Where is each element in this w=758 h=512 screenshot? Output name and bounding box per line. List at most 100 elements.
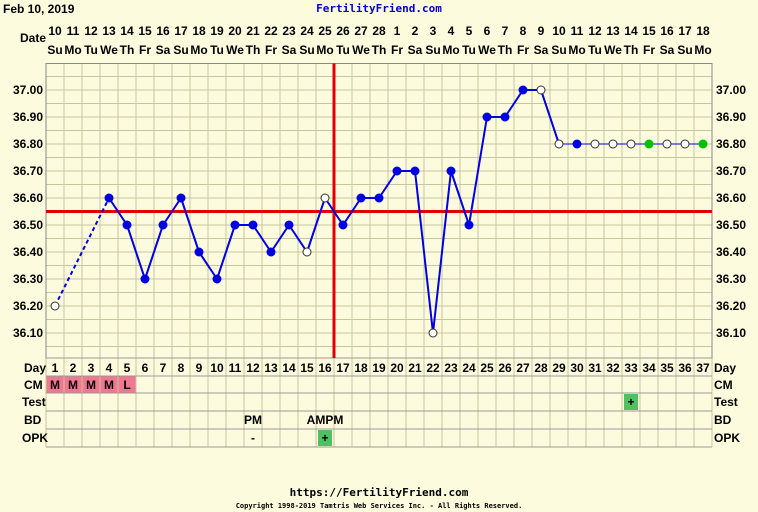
cm-value: L	[123, 378, 130, 392]
y-tick-label-left: 36.80	[13, 137, 43, 151]
weekday-label: Sa	[408, 43, 423, 57]
temp-point	[302, 247, 312, 257]
temp-point	[500, 112, 510, 122]
y-tick-label-right: 36.20	[716, 299, 746, 313]
temp-line	[468, 116, 488, 226]
date-label: 11	[571, 24, 584, 38]
weekday-label: Mo	[568, 43, 585, 57]
date-label: 12	[84, 24, 98, 38]
date-label: 10	[48, 24, 62, 38]
cycle-day-label: 23	[444, 361, 458, 375]
y-tick-label-left: 36.10	[13, 326, 43, 340]
temp-point	[104, 193, 114, 203]
date-label: 28	[372, 24, 386, 38]
weekday-label: Tu	[336, 43, 350, 57]
date-label: 12	[588, 24, 602, 38]
weekday-label: Su	[425, 43, 440, 57]
temp-point	[662, 139, 672, 149]
temp-line	[342, 197, 362, 226]
date-row-label: Date	[20, 31, 46, 45]
y-tick-label-left: 36.40	[13, 245, 43, 259]
temp-line	[216, 224, 236, 280]
opk-row-label-left: OPK	[22, 431, 48, 445]
weekday-label: Su	[173, 43, 188, 57]
y-tick-label-left: 36.50	[13, 218, 43, 232]
test-value: +	[627, 395, 634, 409]
weekday-label: Sa	[282, 43, 297, 57]
weekday-label: Mo	[442, 43, 459, 57]
weekday-label: Tu	[210, 43, 224, 57]
opk-row-label-right: OPK	[714, 431, 740, 445]
temp-line	[450, 170, 470, 226]
weekday-label: We	[478, 43, 496, 57]
cm-cell-fill	[118, 376, 136, 393]
day-row-label-left: Day	[24, 361, 46, 375]
weekday-label: Mo	[64, 43, 81, 57]
date-label: 4	[448, 24, 455, 38]
date-label: 16	[156, 24, 170, 38]
cycle-day-label: 24	[462, 361, 476, 375]
test-row-label-right: Test	[714, 395, 738, 409]
temperature-axis: 37.00 37.00 36.90 36.90 36.80 36.80 36.70 36.70…	[13, 83, 746, 340]
date-label: 6	[484, 24, 491, 38]
weekday-label: Su	[551, 43, 566, 57]
cycle-day-label: 27	[516, 361, 530, 375]
date-label: 18	[192, 24, 206, 38]
date-label: 5	[466, 24, 473, 38]
temp-point	[698, 139, 708, 149]
weekday-label: We	[100, 43, 118, 57]
cm-cell-fill	[100, 376, 118, 393]
cycle-day-label: 15	[300, 361, 314, 375]
weekday-label: Sa	[156, 43, 171, 57]
date-label: 20	[228, 24, 242, 38]
bd-value: AMPM	[307, 413, 344, 427]
chart-grid	[45, 63, 713, 448]
weekday-label: Fr	[517, 43, 529, 57]
weekday-label: Tu	[588, 43, 602, 57]
date-label: 8	[520, 24, 527, 38]
temp-point	[338, 220, 348, 230]
weekday-label: Th	[624, 43, 639, 57]
temp-point	[680, 139, 690, 149]
date-label: 27	[354, 24, 368, 38]
y-tick-label-right: 36.10	[716, 326, 746, 340]
temp-point	[590, 139, 600, 149]
opk-cell-fill	[318, 430, 332, 446]
temperature-series	[46, 63, 712, 358]
y-tick-label-right: 36.90	[716, 110, 746, 124]
temp-point	[122, 220, 132, 230]
cm-cell-fill	[46, 376, 64, 393]
temp-point	[392, 166, 402, 176]
footer-url[interactable]: https://FertilityFriend.com	[290, 486, 469, 499]
cycle-day-label: 21	[408, 361, 422, 375]
weekday-label: Sa	[660, 43, 675, 57]
cycle-day-label: 30	[570, 361, 584, 375]
cycle-day-label: 6	[142, 361, 149, 375]
footer-copyright: Copyright 1998-2019 Tamtris Web Services…	[236, 502, 523, 510]
cycle-day-label: 33	[624, 361, 638, 375]
cycle-day-label: 25	[480, 361, 494, 375]
cycle-day-label: 22	[426, 361, 440, 375]
weekday-label: Tu	[462, 43, 476, 57]
cycle-day-label: 26	[498, 361, 512, 375]
cm-value: M	[86, 378, 96, 392]
date-label: 9	[538, 24, 545, 38]
temp-point	[626, 139, 636, 149]
temp-point	[230, 220, 240, 230]
temp-point	[140, 274, 150, 284]
date-label: 2	[412, 24, 419, 38]
site-link[interactable]: FertilityFriend.com	[316, 2, 442, 15]
date-label: 19	[210, 24, 224, 38]
date-label: 21	[246, 24, 260, 38]
y-tick-label-right: 36.70	[716, 164, 746, 178]
cycle-day-label: 32	[606, 361, 620, 375]
cm-row-label-right: CM	[714, 378, 733, 392]
date-header: 10Su11Mo12Tu13We14Th15Fr16Sa17Su18Mo19Tu…	[47, 24, 711, 57]
date-label: 25	[318, 24, 332, 38]
temp-point	[266, 247, 276, 257]
weekday-label: Fr	[139, 43, 151, 57]
cycle-day-label: 7	[160, 361, 167, 375]
date-label: 26	[336, 24, 350, 38]
